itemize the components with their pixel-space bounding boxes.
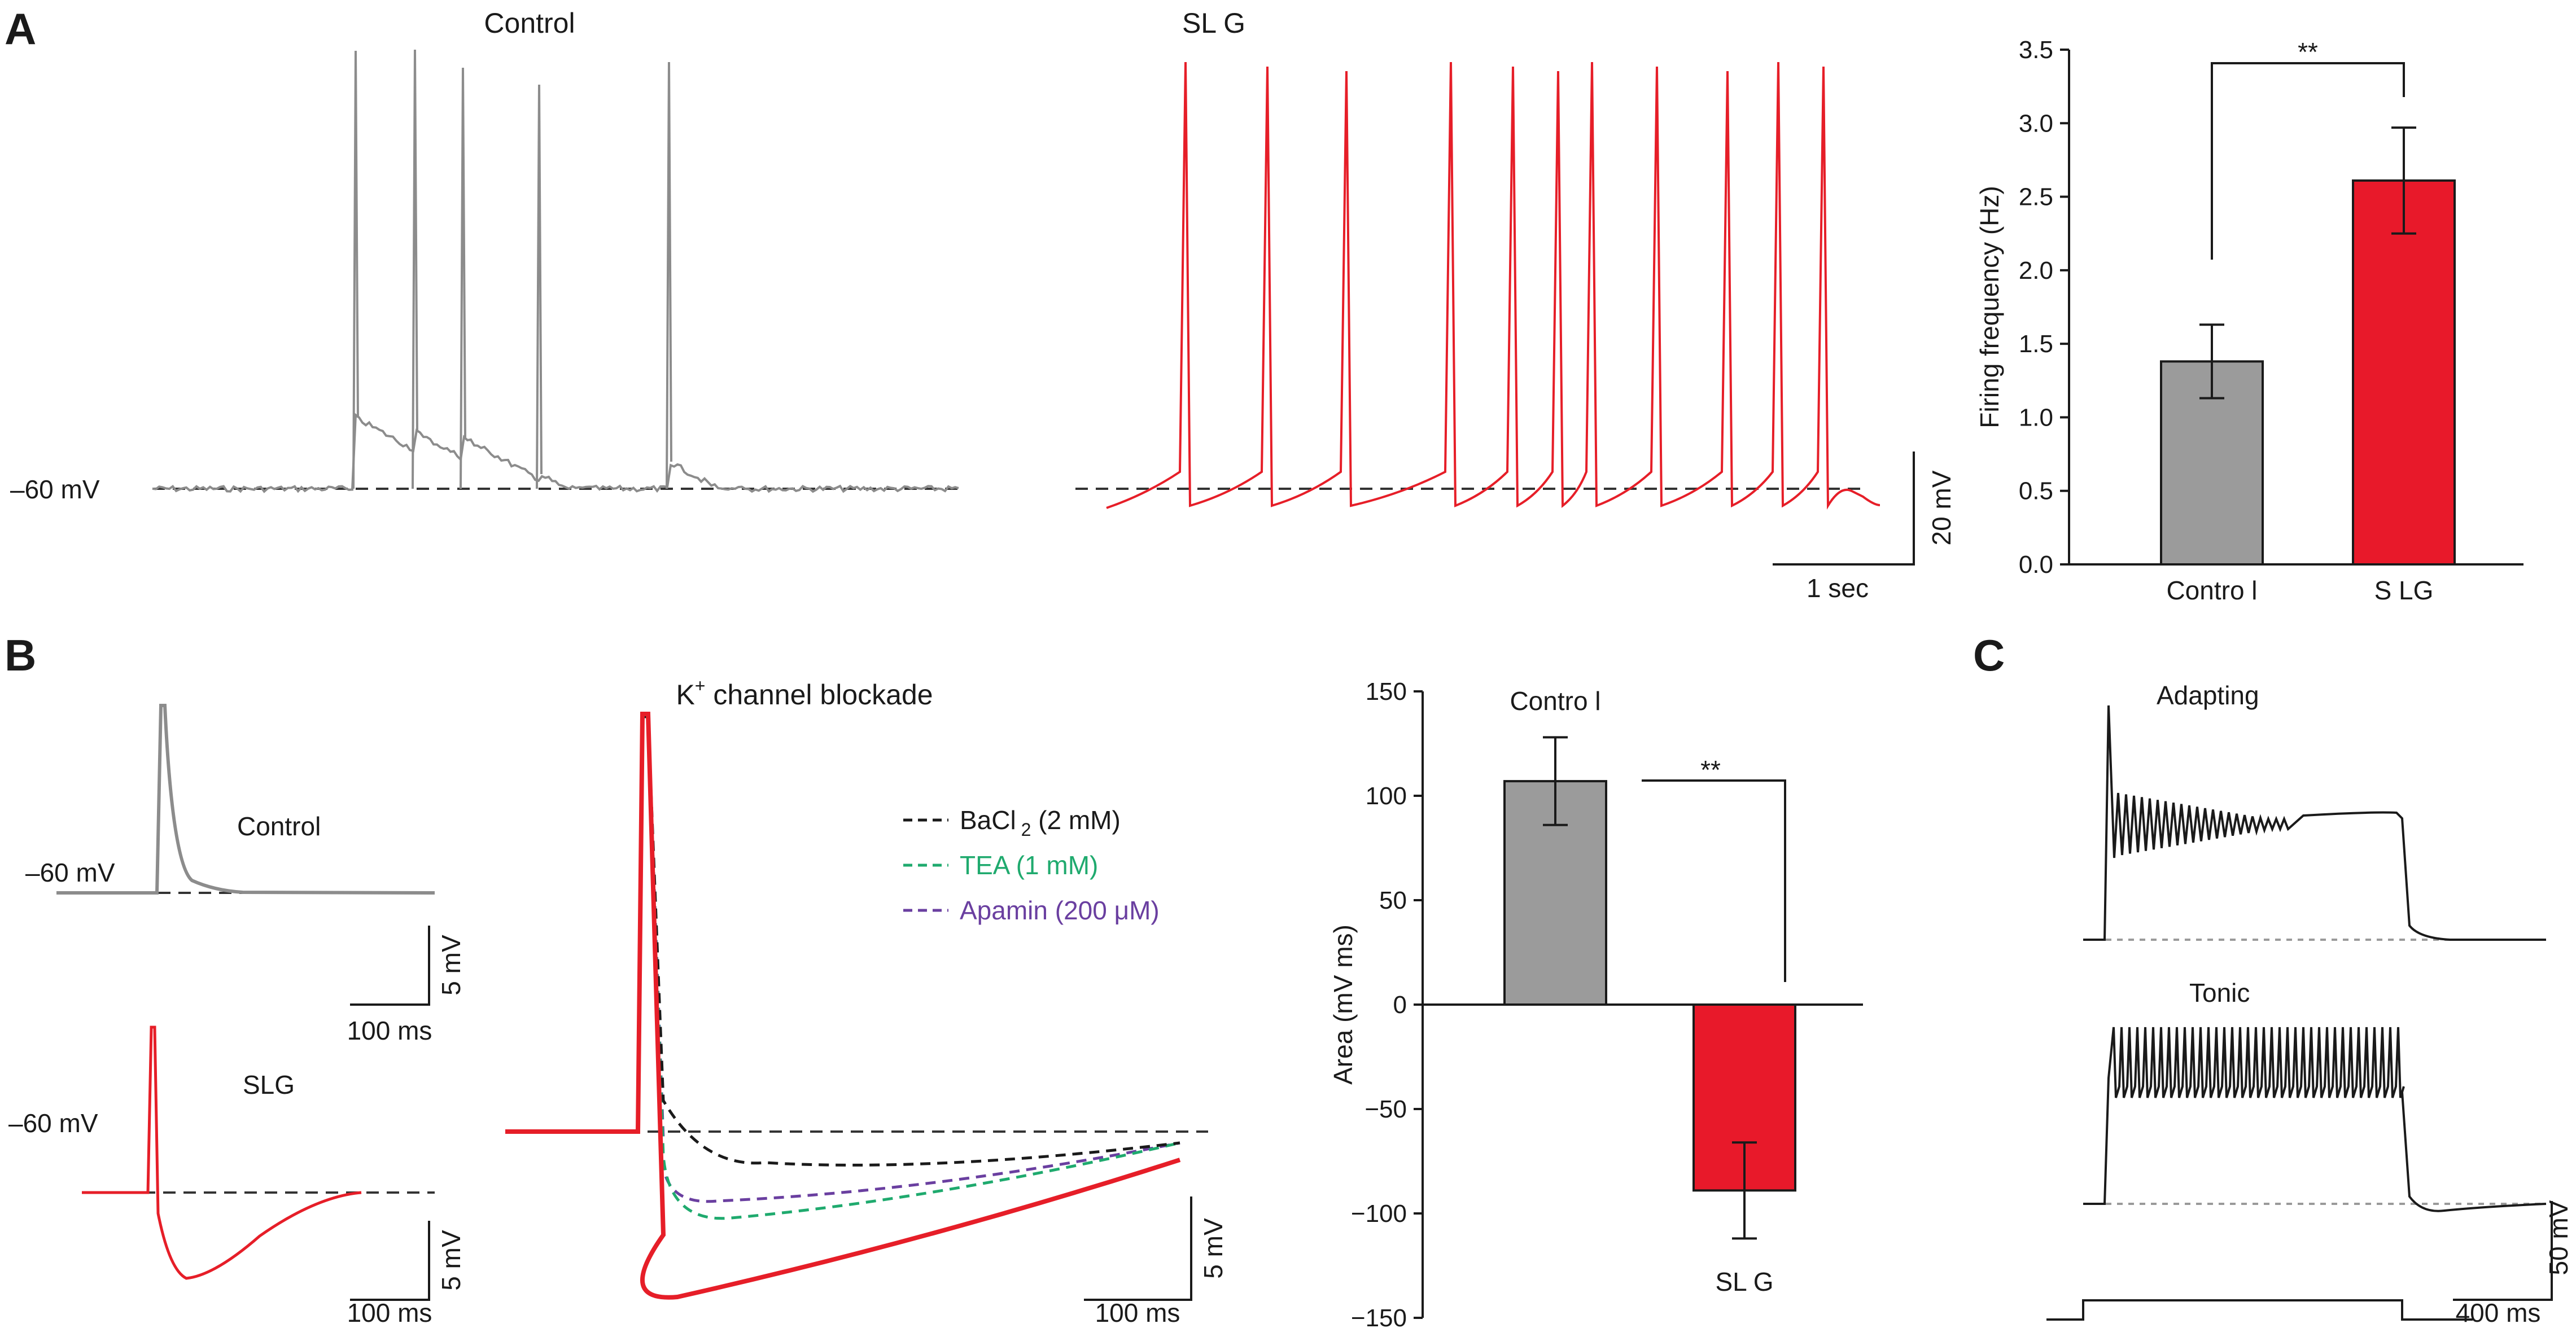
chart1-tick-label: 0.5	[2019, 477, 2053, 505]
chart2-category-label: SL G	[1715, 1267, 1773, 1296]
c-adapting-line	[2083, 705, 2546, 941]
k-blockade-traces	[505, 712, 1181, 1300]
scale-b2-x-label: 100 ms	[347, 1298, 432, 1327]
trace-slg-title: SL G	[1182, 7, 1245, 39]
b-control-label: Control	[237, 812, 321, 841]
b-slg-baseline-label: –60 mV	[8, 1108, 98, 1138]
k-legend: BaCl 2 (2 mM) TEA (1 mM) Apamin (200 μM)	[903, 805, 1160, 925]
c-adapting-trace	[2083, 705, 2546, 941]
scale-a-x-label: 1 sec	[1807, 573, 1869, 603]
panel-letter-a: A	[5, 4, 36, 54]
chart2-tick-label: 150	[1366, 678, 1407, 705]
chart1-x-labels: Contro l S LG	[2166, 576, 2433, 605]
chart2-bars	[1503, 736, 1796, 1240]
chart2-x-labels: Contro l SL G	[1510, 686, 1773, 1296]
chart2-significance: **	[1642, 755, 1786, 982]
chart1-tick-label: 1.5	[2019, 330, 2053, 358]
scale-b3-x-label: 100 ms	[1095, 1298, 1180, 1327]
panel-letter-c: C	[1973, 630, 2005, 680]
chart1-significance-bracket	[2211, 62, 2405, 260]
chart1-category-label: S LG	[2374, 576, 2434, 605]
chart1-category-label: Contro l	[2166, 576, 2257, 605]
control-spike-4	[536, 84, 543, 489]
control-spike-5	[666, 62, 672, 489]
scale-b3-y-label: 5 mV	[1199, 1218, 1228, 1279]
chart1-tick-label: 3.5	[2019, 36, 2053, 64]
k-trace-tea	[505, 714, 1180, 1220]
chart1-significance: **	[2211, 37, 2405, 260]
chart2-tick-label: −50	[1364, 1095, 1407, 1123]
chart1-tick-label: 1.0	[2019, 404, 2053, 431]
chart2-y-ticks: 150 100 50 0 −50 −100 −150	[1351, 678, 1423, 1328]
c-adapting-label: Adapting	[2157, 681, 2259, 710]
control-spike-1	[352, 50, 359, 489]
scale-b2-y-label: 5 mV	[436, 1230, 466, 1291]
b-control-trace	[56, 704, 435, 895]
chart1-y-axis-label: Firing frequency (Hz)	[1975, 186, 2004, 428]
chart2-axes	[1422, 691, 1863, 1318]
chart1-tick-label: 3.0	[2019, 109, 2053, 137]
b-slg-spike-line	[82, 1025, 362, 1280]
control-trace-line	[152, 413, 959, 493]
legend-entry: Apamin (200 μM)	[960, 896, 1160, 925]
scale-bar-a	[1773, 452, 1915, 566]
area-chart: Area (mV ms) 150 100 50 0 −50 −100 −150 Contro…	[1328, 678, 1863, 1328]
chart1-tick-label: 0.0	[2019, 551, 2053, 578]
scale-bar-c	[2453, 1201, 2553, 1301]
b-control-baseline-label: –60 mV	[25, 858, 115, 887]
b-slg-trace	[82, 1025, 362, 1280]
scale-bar-b2	[350, 1221, 430, 1301]
chart1-tick-label: 2.0	[2019, 257, 2053, 284]
k-channel-title: K+ channel blockade	[676, 676, 933, 711]
c-tonic-label: Tonic	[2189, 978, 2250, 1007]
chart1-y-ticks: 0.0 0.5 1.0 1.5 2.0 2.5 3.0 3.5	[2019, 36, 2069, 578]
c-tonic-line	[2083, 1027, 2547, 1212]
scale-b1-x-label: 100 ms	[347, 1016, 432, 1045]
b-control-spike-line	[56, 704, 435, 895]
panel-letter-b: B	[5, 630, 36, 680]
control-voltage-trace	[152, 49, 959, 493]
scale-b1-y-label: 5 mV	[436, 935, 466, 996]
k-trace-bacl2	[505, 715, 1180, 1167]
chart2-category-label: Contro l	[1510, 686, 1600, 716]
k-trace-apamin	[505, 714, 1180, 1203]
scale-bar-b1	[350, 926, 430, 1006]
chart2-tick-label: 0	[1393, 991, 1407, 1019]
c-tonic-trace	[2083, 1027, 2547, 1212]
scale-a-y-label: 20 mV	[1927, 470, 1956, 545]
chart1-bars	[2160, 126, 2456, 566]
chart2-tick-label: −100	[1351, 1200, 1407, 1228]
scale-c-y-label: 50 mV	[2544, 1200, 2573, 1275]
chart2-significance-stars: **	[1700, 755, 1721, 784]
chart1-significance-stars: **	[2298, 37, 2318, 67]
chart2-tick-label: 50	[1379, 887, 1407, 914]
trace-control-title: Control	[484, 7, 575, 39]
legend-entry: BaCl 2 (2 mM)	[960, 805, 1121, 840]
b-slg-label: SLG	[243, 1070, 295, 1099]
chart1-bar-slg	[2352, 179, 2456, 566]
c-stimulus-step	[2046, 1299, 2473, 1321]
slg-trace-line	[1106, 62, 1880, 510]
scale-bar-b3	[1084, 1196, 1192, 1301]
chart2-tick-label: 100	[1366, 782, 1407, 810]
k-trace-slg	[505, 712, 1181, 1300]
chart2-significance-bracket	[1642, 779, 1786, 982]
control-spike-3	[460, 67, 466, 489]
chart2-tick-label: −150	[1351, 1304, 1407, 1328]
scale-c-x-label: 400 ms	[2456, 1298, 2541, 1327]
control-spike-2	[412, 49, 418, 489]
baseline-label-a: –60 mV	[10, 475, 100, 504]
chart2-y-axis-label: Area (mV ms)	[1328, 924, 1358, 1085]
legend-entry: TEA (1 mM)	[960, 851, 1098, 880]
firing-frequency-chart: Firing frequency (Hz) 0.0 0.5 1.0 1.5 2.0 2.5…	[1975, 36, 2523, 605]
chart1-tick-label: 2.5	[2019, 183, 2053, 211]
slg-voltage-trace	[1106, 62, 1880, 510]
